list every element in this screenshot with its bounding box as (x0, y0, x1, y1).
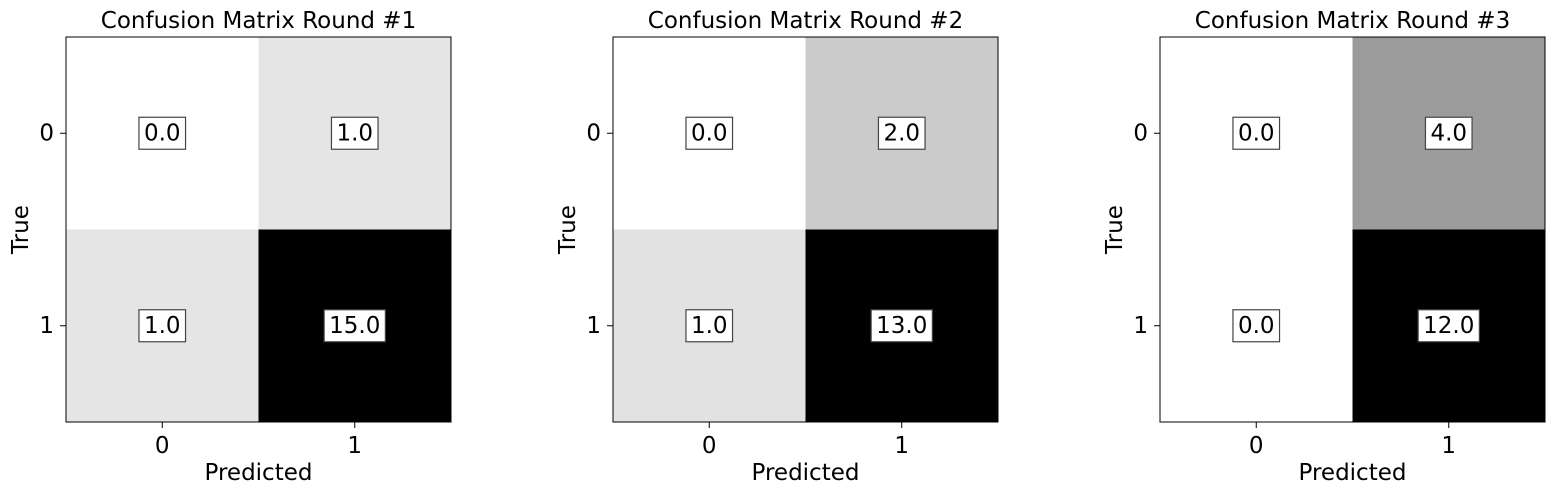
cell-value-label: 13.0 (870, 309, 933, 343)
cell-value: 0.0 (691, 120, 728, 146)
x-tick-label: 0 (702, 433, 717, 459)
y-tick-label: 0 (39, 120, 54, 146)
cell-value-label: 1.0 (685, 309, 734, 343)
y-tick-label: 0 (1133, 120, 1148, 146)
cell-label-box (1424, 116, 1473, 150)
cell-value: 1.0 (336, 120, 373, 146)
heatmap-cells-2 (613, 37, 998, 422)
cell-value-label: 15.0 (323, 309, 386, 343)
cell-label-box (1232, 116, 1281, 150)
cell-value: 12.0 (1423, 313, 1474, 339)
cell-value-label: 0.0 (138, 116, 187, 150)
cell-label-box (1232, 309, 1281, 343)
x-axis-label-2: Predicted (752, 460, 860, 486)
cell-value: 2.0 (883, 120, 920, 146)
cell-label-box (330, 116, 379, 150)
cell-value: 0.0 (1238, 313, 1275, 339)
x-tick-label: 1 (894, 433, 909, 459)
confusion-matrix-panel-1: Predicted True 0.0 1.0 1.0 15.0 0 1 0 1 Confusio… (8, 8, 452, 486)
x-tick-label: 1 (347, 433, 362, 459)
cell-label-box (870, 309, 933, 343)
cell-value: 1.0 (144, 313, 181, 339)
x-tick-label: 1 (1441, 433, 1456, 459)
cell-value-label: 0.0 (1232, 116, 1281, 150)
x-axis-label-3: Predicted (1299, 460, 1407, 486)
cell-label-box (138, 116, 187, 150)
heatmap-cells-3 (1160, 37, 1545, 422)
x-axis-label-1: Predicted (205, 460, 313, 486)
chart-title-3: Confusion Matrix Round #3 (1195, 8, 1510, 34)
plot-frame (65, 36, 452, 423)
chart-title-1: Confusion Matrix Round #1 (101, 8, 416, 34)
cell-value-label: 1.0 (330, 116, 379, 150)
y-tick-label: 1 (39, 313, 54, 339)
x-tick-label: 0 (155, 433, 170, 459)
cell-label-box (685, 116, 734, 150)
cell-value-label: 4.0 (1424, 116, 1473, 150)
cell-value-label: 2.0 (877, 116, 926, 150)
y-tick-label: 1 (586, 313, 601, 339)
cell-value: 0.0 (144, 120, 181, 146)
cell-value-label: 0.0 (685, 116, 734, 150)
cell-value: 15.0 (329, 313, 380, 339)
confusion-matrix-panel-3: Predicted True 0.0 4.0 0.0 12.0 0 1 0 1 Confusio… (1102, 8, 1546, 486)
y-axis-label-3: True (1102, 205, 1128, 255)
y-axis-label-2: True (555, 205, 581, 255)
confusion-matrix-panel-2: Predicted True 0.0 2.0 1.0 13.0 0 1 0 1 Confusio… (555, 8, 999, 486)
plot-frame (612, 36, 999, 423)
cell-value: 13.0 (876, 313, 927, 339)
cell-value: 1.0 (691, 313, 728, 339)
plot-frame (1159, 36, 1546, 423)
chart-title-2: Confusion Matrix Round #2 (648, 8, 963, 34)
cell-value-label: 0.0 (1232, 309, 1281, 343)
y-axis-label-1: True (8, 205, 34, 255)
cell-label-box (323, 309, 386, 343)
y-tick-label: 0 (586, 120, 601, 146)
heatmap-cells-1 (66, 37, 451, 422)
cell-label-box (685, 309, 734, 343)
cell-value: 4.0 (1430, 120, 1467, 146)
cell-label-box (1417, 309, 1480, 343)
cell-label-box (138, 309, 187, 343)
x-tick-label: 0 (1249, 433, 1264, 459)
cell-value: 0.0 (1238, 120, 1275, 146)
cell-label-box (877, 116, 926, 150)
cell-value-label: 12.0 (1417, 309, 1480, 343)
cell-value-label: 1.0 (138, 309, 187, 343)
y-tick-label: 1 (1133, 313, 1148, 339)
